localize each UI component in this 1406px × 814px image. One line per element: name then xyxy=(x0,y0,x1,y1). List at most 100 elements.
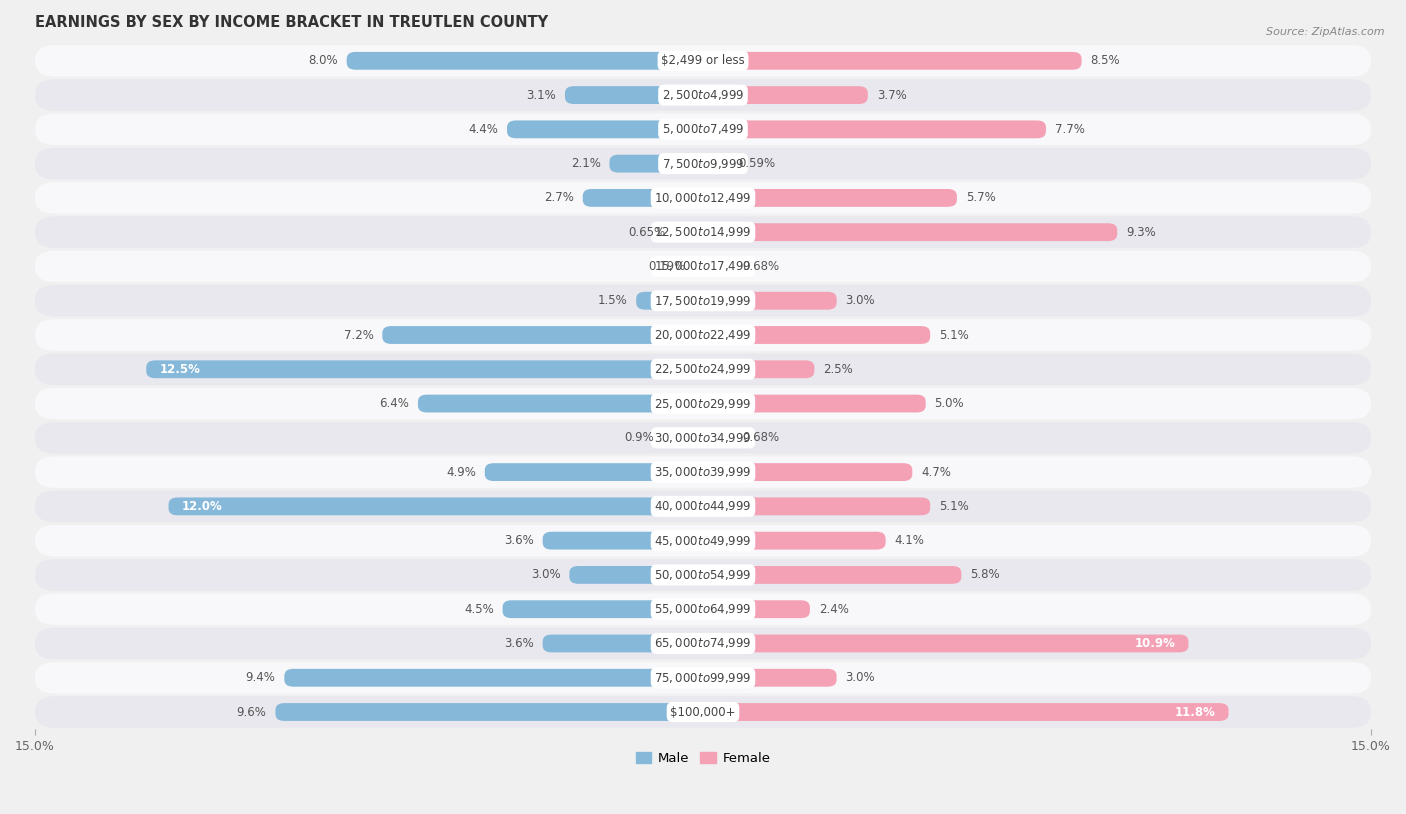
Text: Source: ZipAtlas.com: Source: ZipAtlas.com xyxy=(1267,27,1385,37)
Text: 3.0%: 3.0% xyxy=(531,568,561,581)
FancyBboxPatch shape xyxy=(703,257,734,275)
Text: 3.6%: 3.6% xyxy=(503,637,534,650)
Text: $30,000 to $34,999: $30,000 to $34,999 xyxy=(654,431,752,444)
Text: 7.2%: 7.2% xyxy=(343,329,374,342)
Text: 1.5%: 1.5% xyxy=(598,294,627,307)
Text: $45,000 to $49,999: $45,000 to $49,999 xyxy=(654,534,752,548)
Text: 2.4%: 2.4% xyxy=(818,602,849,615)
FancyBboxPatch shape xyxy=(35,422,1371,453)
Text: 4.1%: 4.1% xyxy=(894,534,924,547)
Text: 8.5%: 8.5% xyxy=(1091,55,1121,68)
Text: 11.8%: 11.8% xyxy=(1174,706,1215,719)
FancyBboxPatch shape xyxy=(35,628,1371,659)
FancyBboxPatch shape xyxy=(382,326,703,344)
Legend: Male, Female: Male, Female xyxy=(630,747,776,771)
Text: 0.65%: 0.65% xyxy=(628,225,665,239)
Text: 3.6%: 3.6% xyxy=(503,534,534,547)
FancyBboxPatch shape xyxy=(543,635,703,652)
FancyBboxPatch shape xyxy=(662,429,703,447)
FancyBboxPatch shape xyxy=(703,463,912,481)
FancyBboxPatch shape xyxy=(703,429,734,447)
FancyBboxPatch shape xyxy=(35,45,1371,77)
FancyBboxPatch shape xyxy=(284,669,703,687)
FancyBboxPatch shape xyxy=(565,86,703,104)
Text: 6.4%: 6.4% xyxy=(380,397,409,410)
Text: 5.1%: 5.1% xyxy=(939,500,969,513)
Text: $35,000 to $39,999: $35,000 to $39,999 xyxy=(654,465,752,479)
FancyBboxPatch shape xyxy=(703,532,886,549)
Text: 3.0%: 3.0% xyxy=(845,672,875,685)
FancyBboxPatch shape xyxy=(146,361,703,379)
FancyBboxPatch shape xyxy=(703,361,814,379)
FancyBboxPatch shape xyxy=(703,497,931,515)
FancyBboxPatch shape xyxy=(703,155,730,173)
FancyBboxPatch shape xyxy=(35,387,1371,419)
Text: 4.5%: 4.5% xyxy=(464,602,494,615)
FancyBboxPatch shape xyxy=(35,559,1371,591)
FancyBboxPatch shape xyxy=(35,114,1371,145)
Text: 10.9%: 10.9% xyxy=(1135,637,1175,650)
Text: $10,000 to $12,499: $10,000 to $12,499 xyxy=(654,191,752,205)
Text: $25,000 to $29,999: $25,000 to $29,999 xyxy=(654,396,752,410)
Text: $15,000 to $17,499: $15,000 to $17,499 xyxy=(654,260,752,274)
FancyBboxPatch shape xyxy=(485,463,703,481)
FancyBboxPatch shape xyxy=(543,532,703,549)
Text: 5.7%: 5.7% xyxy=(966,191,995,204)
FancyBboxPatch shape xyxy=(703,669,837,687)
FancyBboxPatch shape xyxy=(703,600,810,618)
FancyBboxPatch shape xyxy=(703,291,837,309)
Text: 9.4%: 9.4% xyxy=(246,672,276,685)
FancyBboxPatch shape xyxy=(35,79,1371,111)
FancyBboxPatch shape xyxy=(35,148,1371,179)
FancyBboxPatch shape xyxy=(35,491,1371,522)
Text: $5,000 to $7,499: $5,000 to $7,499 xyxy=(662,122,744,137)
FancyBboxPatch shape xyxy=(636,291,703,309)
FancyBboxPatch shape xyxy=(35,217,1371,248)
Text: 12.5%: 12.5% xyxy=(160,363,201,376)
Text: 5.0%: 5.0% xyxy=(935,397,965,410)
FancyBboxPatch shape xyxy=(703,86,868,104)
Text: 2.7%: 2.7% xyxy=(544,191,574,204)
FancyBboxPatch shape xyxy=(35,182,1371,213)
Text: $65,000 to $74,999: $65,000 to $74,999 xyxy=(654,637,752,650)
Text: 5.1%: 5.1% xyxy=(939,329,969,342)
FancyBboxPatch shape xyxy=(695,257,703,275)
Text: $50,000 to $54,999: $50,000 to $54,999 xyxy=(654,568,752,582)
Text: $2,499 or less: $2,499 or less xyxy=(661,55,745,68)
FancyBboxPatch shape xyxy=(35,696,1371,728)
FancyBboxPatch shape xyxy=(276,703,703,721)
Text: $22,500 to $24,999: $22,500 to $24,999 xyxy=(654,362,752,376)
Text: $20,000 to $22,499: $20,000 to $22,499 xyxy=(654,328,752,342)
FancyBboxPatch shape xyxy=(703,566,962,584)
Text: 3.0%: 3.0% xyxy=(845,294,875,307)
Text: 4.4%: 4.4% xyxy=(468,123,498,136)
FancyBboxPatch shape xyxy=(35,251,1371,282)
FancyBboxPatch shape xyxy=(418,395,703,413)
FancyBboxPatch shape xyxy=(703,189,957,207)
FancyBboxPatch shape xyxy=(609,155,703,173)
Text: 3.7%: 3.7% xyxy=(877,89,907,102)
FancyBboxPatch shape xyxy=(703,223,1118,241)
Text: EARNINGS BY SEX BY INCOME BRACKET IN TREUTLEN COUNTY: EARNINGS BY SEX BY INCOME BRACKET IN TRE… xyxy=(35,15,548,30)
Text: $75,000 to $99,999: $75,000 to $99,999 xyxy=(654,671,752,685)
Text: 0.68%: 0.68% xyxy=(742,431,779,444)
FancyBboxPatch shape xyxy=(35,457,1371,488)
FancyBboxPatch shape xyxy=(569,566,703,584)
Text: 5.8%: 5.8% xyxy=(970,568,1000,581)
Text: 12.0%: 12.0% xyxy=(181,500,222,513)
Text: 4.7%: 4.7% xyxy=(921,466,950,479)
Text: 9.6%: 9.6% xyxy=(236,706,267,719)
FancyBboxPatch shape xyxy=(582,189,703,207)
FancyBboxPatch shape xyxy=(703,326,931,344)
FancyBboxPatch shape xyxy=(35,525,1371,557)
Text: $12,500 to $14,999: $12,500 to $14,999 xyxy=(654,225,752,239)
Text: 7.7%: 7.7% xyxy=(1054,123,1084,136)
FancyBboxPatch shape xyxy=(508,120,703,138)
Text: 3.1%: 3.1% xyxy=(526,89,555,102)
Text: 0.9%: 0.9% xyxy=(624,431,654,444)
FancyBboxPatch shape xyxy=(703,703,1229,721)
FancyBboxPatch shape xyxy=(35,662,1371,694)
Text: $17,500 to $19,999: $17,500 to $19,999 xyxy=(654,294,752,308)
Text: $55,000 to $64,999: $55,000 to $64,999 xyxy=(654,602,752,616)
FancyBboxPatch shape xyxy=(35,593,1371,625)
